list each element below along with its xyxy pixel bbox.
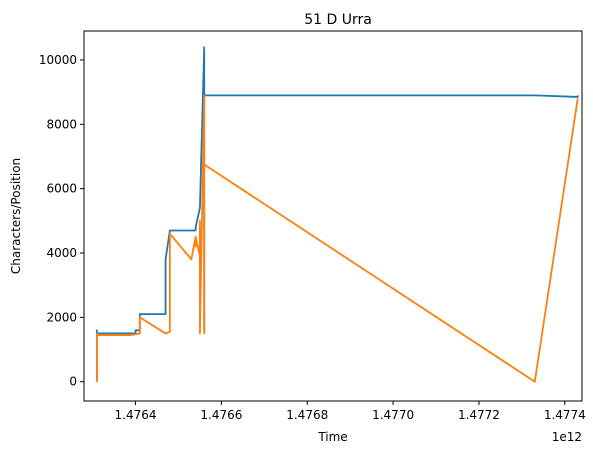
chart-title: 51 D Urra [304, 12, 372, 28]
y-tick-label: 10000 [39, 53, 77, 67]
plot-frame [83, 30, 583, 402]
y-tick-label: 2000 [46, 310, 77, 324]
x-tick-label: 1.4774 [544, 408, 586, 422]
series-line-1 [95, 46, 579, 382]
y-tick-label: 6000 [46, 182, 77, 196]
x-tick-label: 1.4768 [286, 408, 328, 422]
x-axis-label: Time [317, 430, 347, 444]
y-tick-label: 8000 [46, 117, 77, 131]
y-axis-label: Characters/Position [9, 158, 23, 274]
series-line-2 [95, 94, 579, 383]
x-tick-label: 1.4766 [200, 408, 242, 422]
x-axis-offset-label: 1e12 [552, 430, 582, 444]
x-axis: 1.4764 1.4766 1.4768 1.4770 1.4772 1.4774 [115, 401, 586, 422]
x-tick-label: 1.4764 [115, 408, 157, 422]
y-axis: 0 2000 4000 6000 8000 10000 [39, 53, 84, 389]
y-tick-label: 0 [69, 375, 77, 389]
plot-area [95, 46, 579, 383]
x-tick-label: 1.4772 [458, 408, 500, 422]
x-tick-label: 1.4770 [372, 408, 414, 422]
y-tick-label: 4000 [46, 246, 77, 260]
